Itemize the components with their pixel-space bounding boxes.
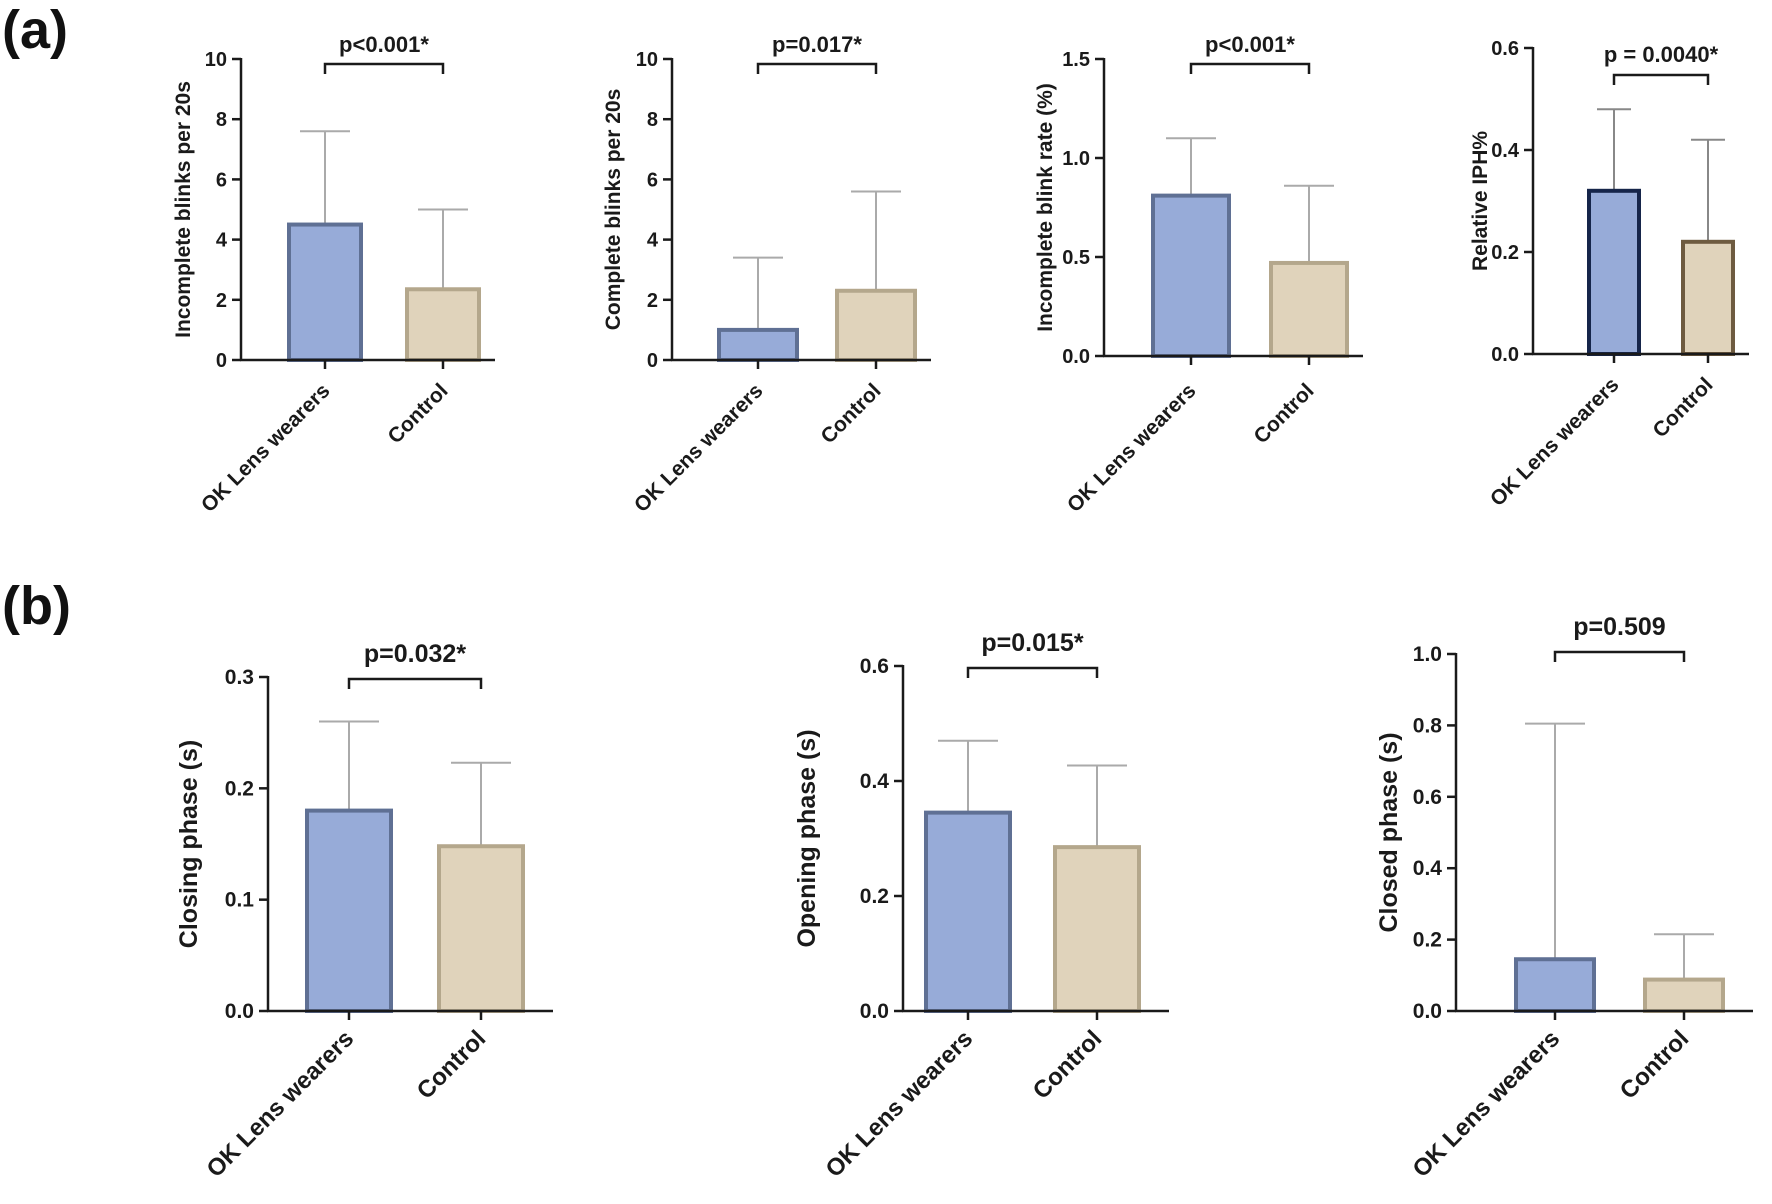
bar-2 — [405, 287, 481, 363]
significance-bracket — [323, 62, 445, 74]
y-tick-label: 1.0 — [1062, 148, 1090, 170]
bar-2 — [1269, 260, 1349, 358]
category-label: Control — [1615, 1025, 1694, 1104]
bar-2 — [437, 844, 525, 1014]
y-tick-label: 0.2 — [1413, 929, 1442, 952]
y-axis-label: Incomplete blink rate (%) — [1034, 83, 1057, 332]
category-label: OK Lens wearers — [197, 379, 335, 517]
category-label: OK Lens wearers — [820, 1025, 978, 1183]
y-tick-label: 0.6 — [1413, 786, 1442, 809]
panel-label-a: (a) — [2, 0, 68, 60]
y-tick-label: 0.8 — [1413, 714, 1443, 737]
category-label: OK Lens wearers — [1063, 379, 1201, 517]
y-tick-label: 0.1 — [225, 889, 255, 912]
bar-2 — [835, 288, 917, 362]
y-tick-label: 4 — [647, 230, 659, 252]
category-label: Control — [816, 379, 885, 448]
category-label: OK Lens wearers — [630, 379, 768, 517]
y-tick-label: 1.0 — [1413, 643, 1442, 666]
significance-label: p=0.509 — [1573, 613, 1665, 641]
significance-bracket — [1553, 650, 1686, 662]
bar-1 — [1587, 188, 1641, 356]
chart-3: 0.0 0.5 1.0 1.5 OK Lens wearers Control Incomp… — [1034, 32, 1363, 517]
significance-bracket — [966, 666, 1099, 678]
bar-2 — [1053, 845, 1141, 1013]
y-axis-label: Opening phase (s) — [793, 729, 821, 947]
y-tick-label: 6 — [647, 169, 658, 191]
significance-bracket — [347, 677, 483, 689]
y-tick-label: 0 — [216, 350, 227, 372]
category-label: OK Lens wearers — [1486, 373, 1624, 511]
y-tick-label: 0.2 — [860, 885, 889, 908]
bar-2 — [1681, 239, 1735, 356]
category-label: Control — [412, 1025, 491, 1104]
y-tick-label: 0.0 — [1491, 344, 1519, 366]
category-label: Control — [1249, 379, 1318, 448]
y-tick-label: 2 — [647, 290, 658, 312]
significance-bracket — [1612, 73, 1710, 85]
y-axis-label: Complete blinks per 20s — [602, 89, 625, 331]
significance-bracket — [1189, 62, 1311, 74]
y-tick-label: 0.4 — [1491, 140, 1520, 162]
significance-bracket — [756, 62, 878, 74]
y-tick-label: 0 — [647, 350, 658, 372]
bar-1 — [924, 810, 1012, 1013]
y-tick-label: 1.5 — [1062, 49, 1090, 71]
y-tick-label: 2 — [216, 290, 227, 312]
significance-label: p=0.015* — [981, 629, 1083, 657]
chart-4: 0.0 0.2 0.4 0.6 OK Lens wearers Control Relati… — [1469, 38, 1749, 511]
y-tick-label: 0.0 — [225, 1000, 254, 1023]
significance-label: p=0.032* — [364, 640, 466, 668]
y-tick-label: 10 — [205, 49, 227, 71]
panel-label-b: (b) — [2, 576, 71, 636]
significance-label: p<0.001* — [339, 32, 429, 57]
y-tick-label: 0.5 — [1062, 247, 1090, 269]
chart-5: 0.0 0.1 0.2 0.3 OK Lens wearers Control Closin… — [175, 640, 553, 1183]
significance-label: p = 0.0040* — [1604, 42, 1719, 67]
significance-label: p<0.001* — [1205, 32, 1295, 57]
y-tick-label: 0.6 — [860, 655, 889, 678]
y-tick-label: 0.0 — [860, 1000, 889, 1023]
y-tick-label: 8 — [216, 109, 227, 131]
bar-2 — [1643, 977, 1725, 1013]
chart-1: 0 2 4 6 8 10 OK Lens wearers Control Incomplete … — [172, 32, 495, 517]
category-label: OK Lens wearers — [201, 1025, 359, 1183]
category-label: Control — [1028, 1025, 1107, 1104]
category-label: OK Lens wearers — [1407, 1025, 1565, 1183]
y-tick-label: 0.2 — [1491, 242, 1519, 264]
y-tick-label: 0.0 — [1062, 346, 1090, 368]
y-tick-label: 10 — [636, 49, 658, 71]
y-tick-label: 0.4 — [1413, 857, 1443, 880]
y-tick-label: 0.2 — [225, 777, 254, 800]
category-label: Control — [1648, 373, 1717, 442]
chart-7: 0.0 0.2 0.4 0.6 0.8 1.0 OK Lens wearers Control… — [1375, 613, 1753, 1183]
y-tick-label: 8 — [647, 109, 658, 131]
y-tick-label: 0.3 — [225, 666, 254, 689]
bar-1 — [1514, 957, 1596, 1013]
chart-2: 0 2 4 6 8 10 OK Lens wearers Control Complete bl… — [602, 32, 931, 517]
y-tick-label: 0.0 — [1413, 1000, 1442, 1023]
category-label: Control — [383, 379, 452, 448]
y-tick-label: 6 — [216, 169, 227, 191]
bar-1 — [1151, 193, 1231, 358]
y-axis-label: Relative IPH% — [1469, 131, 1492, 271]
bar-1 — [287, 222, 363, 362]
bar-1 — [717, 327, 799, 362]
significance-label: p=0.017* — [772, 32, 862, 57]
chart-6: 0.0 0.2 0.4 0.6 OK Lens wearers Control Openin… — [793, 629, 1169, 1183]
y-axis-label: Incomplete blinks per 20s — [172, 81, 195, 338]
y-tick-label: 0.6 — [1491, 38, 1519, 60]
y-tick-label: 4 — [216, 230, 228, 252]
y-axis-label: Closing phase (s) — [175, 740, 203, 948]
bar-1 — [305, 808, 393, 1013]
y-tick-label: 0.4 — [860, 770, 890, 793]
y-axis-label: Closed phase (s) — [1375, 732, 1403, 932]
charts-container: 0 2 4 6 8 10 OK Lens wearers Control Incomplete … — [172, 32, 1753, 1183]
